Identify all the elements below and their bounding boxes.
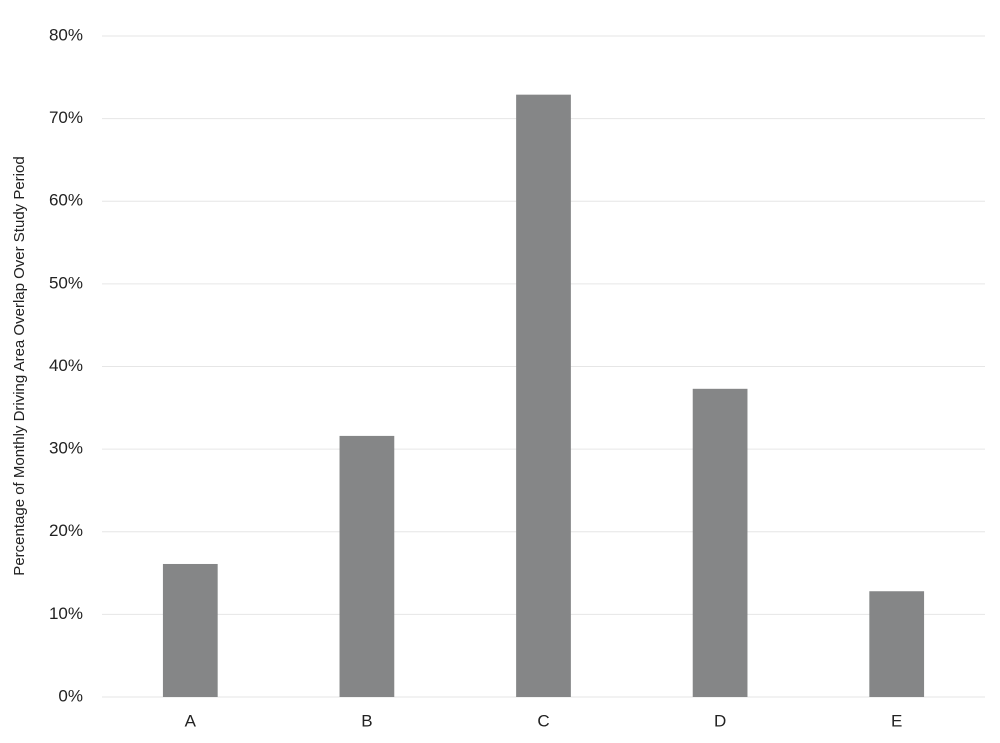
y-axis-label: Percentage of Monthly Driving Area Overl…: [11, 156, 28, 575]
x-tick-label: D: [714, 711, 726, 730]
x-tick-label: B: [361, 711, 372, 730]
x-tick-label: A: [185, 711, 197, 730]
y-tick-label: 10%: [49, 604, 83, 623]
bar: [339, 435, 395, 697]
y-tick-label: 40%: [49, 356, 83, 375]
y-tick-label: 20%: [49, 521, 83, 540]
x-tick-label: C: [537, 711, 549, 730]
y-tick-label: 80%: [49, 25, 83, 44]
y-tick-label: 30%: [49, 439, 83, 458]
y-tick-label: 60%: [49, 191, 83, 210]
bar: [869, 591, 925, 697]
y-tick-label: 70%: [49, 108, 83, 127]
y-tick-label: 0%: [58, 686, 83, 705]
bar: [692, 388, 748, 697]
x-tick-label: E: [891, 711, 902, 730]
y-tick-label: 50%: [49, 273, 83, 292]
bar: [516, 94, 571, 697]
bar: [162, 563, 218, 697]
